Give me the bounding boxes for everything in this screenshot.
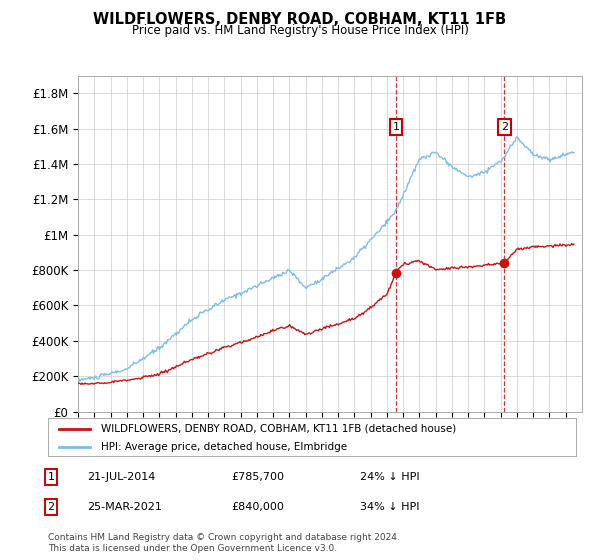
Text: 21-JUL-2014: 21-JUL-2014 bbox=[87, 472, 155, 482]
Text: Contains HM Land Registry data © Crown copyright and database right 2024.
This d: Contains HM Land Registry data © Crown c… bbox=[48, 533, 400, 553]
Text: 34% ↓ HPI: 34% ↓ HPI bbox=[360, 502, 419, 512]
Text: 2: 2 bbox=[501, 122, 508, 132]
Text: 25-MAR-2021: 25-MAR-2021 bbox=[87, 502, 162, 512]
Text: WILDFLOWERS, DENBY ROAD, COBHAM, KT11 1FB: WILDFLOWERS, DENBY ROAD, COBHAM, KT11 1F… bbox=[94, 12, 506, 27]
Text: £785,700: £785,700 bbox=[231, 472, 284, 482]
Text: WILDFLOWERS, DENBY ROAD, COBHAM, KT11 1FB (detached house): WILDFLOWERS, DENBY ROAD, COBHAM, KT11 1F… bbox=[101, 424, 456, 434]
Text: HPI: Average price, detached house, Elmbridge: HPI: Average price, detached house, Elmb… bbox=[101, 442, 347, 452]
Text: 2: 2 bbox=[47, 502, 55, 512]
Text: £840,000: £840,000 bbox=[231, 502, 284, 512]
Text: 1: 1 bbox=[47, 472, 55, 482]
Text: 24% ↓ HPI: 24% ↓ HPI bbox=[360, 472, 419, 482]
Text: 1: 1 bbox=[392, 122, 400, 132]
Text: Price paid vs. HM Land Registry's House Price Index (HPI): Price paid vs. HM Land Registry's House … bbox=[131, 24, 469, 36]
